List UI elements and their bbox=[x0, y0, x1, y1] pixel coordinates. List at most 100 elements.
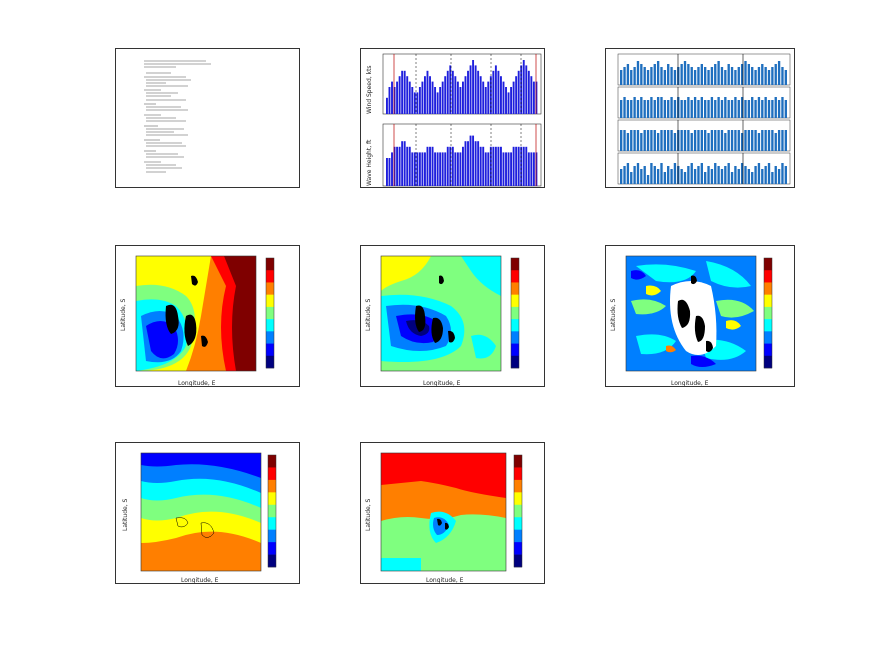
wave-height-bar bbox=[386, 158, 388, 186]
strip-bar bbox=[744, 100, 747, 118]
strip-bar bbox=[640, 97, 643, 118]
wind-speed-bar bbox=[497, 70, 500, 114]
strip-bar bbox=[724, 166, 727, 184]
strip-bar bbox=[687, 130, 690, 151]
wind-speed-bar bbox=[517, 70, 520, 114]
strip-bar bbox=[707, 166, 710, 184]
wave-height-bar bbox=[520, 146, 523, 186]
wave-height-bar bbox=[527, 152, 530, 186]
wind-speed-bar bbox=[474, 65, 477, 114]
strip-bar bbox=[777, 100, 781, 118]
strip-bar bbox=[737, 67, 740, 85]
strip-bar bbox=[687, 97, 690, 118]
strip-bar bbox=[771, 130, 774, 151]
strip-bar bbox=[744, 166, 747, 184]
wind-speed-bar bbox=[459, 87, 462, 114]
strip-bar bbox=[636, 100, 640, 118]
wind-speed-bar bbox=[492, 70, 495, 114]
strip-bar bbox=[757, 67, 761, 85]
wave-height-bar bbox=[411, 152, 414, 186]
strip-bar bbox=[710, 97, 714, 118]
strip-bar bbox=[714, 100, 717, 118]
strip-bar bbox=[784, 130, 787, 151]
strip-bar bbox=[717, 166, 720, 184]
strip-bar bbox=[727, 130, 730, 151]
strip-bar bbox=[667, 64, 670, 85]
colorbar-swatch bbox=[764, 294, 772, 308]
strip-bar bbox=[646, 70, 650, 85]
colorbar-swatch bbox=[511, 294, 519, 308]
strip-bar bbox=[744, 130, 747, 151]
colorbar-swatch bbox=[764, 282, 772, 295]
strip-bar bbox=[700, 64, 703, 85]
wave-height-bar bbox=[434, 152, 437, 186]
wave-height-bar bbox=[489, 146, 492, 186]
strip-bar bbox=[710, 130, 714, 151]
wind-speed-bar bbox=[454, 76, 457, 114]
contour-panel-4: Longitude, E Latitude, S bbox=[115, 442, 300, 584]
wind-speed-bar bbox=[515, 76, 518, 114]
wave-height-bar bbox=[497, 146, 500, 186]
wind-speed-bar bbox=[535, 81, 538, 114]
colorbar-swatch bbox=[268, 554, 276, 568]
wave-height-bar bbox=[426, 146, 429, 186]
strip-bar bbox=[650, 67, 653, 85]
strip-bar bbox=[774, 166, 777, 184]
colorbar-swatch bbox=[266, 355, 274, 369]
wave-height-bar bbox=[469, 135, 472, 186]
colorbar-swatch bbox=[514, 479, 522, 493]
wave-height-bar bbox=[441, 152, 444, 186]
strip-bar bbox=[747, 100, 751, 118]
contour-panel-3: Longitude, E Latitude, S bbox=[605, 245, 795, 387]
contour-3-ylabel: Latitude, S bbox=[610, 298, 617, 331]
wind-speed-bar bbox=[388, 87, 391, 114]
wind-speed-bar bbox=[424, 76, 426, 114]
strip-bar bbox=[784, 70, 787, 85]
contour-panel-5: Longitude, E Latitude, S bbox=[360, 442, 545, 584]
wind-wave-panel: Wind Speed, kts Wave Height, ft bbox=[360, 48, 545, 188]
colorbar-swatch bbox=[268, 529, 276, 543]
strip-bar bbox=[747, 64, 751, 85]
colorbar-frame bbox=[510, 257, 520, 369]
colorbar-swatch bbox=[764, 331, 772, 344]
strip-bar bbox=[714, 163, 717, 184]
strip-bar bbox=[687, 64, 690, 85]
strip-bar bbox=[646, 130, 650, 151]
strip-bar bbox=[781, 67, 784, 85]
strip-bar bbox=[720, 130, 724, 151]
wave-height-bar bbox=[449, 146, 452, 186]
wave-height-bar bbox=[467, 141, 469, 186]
strip-bar bbox=[757, 163, 761, 184]
wave-height-bar bbox=[413, 152, 416, 186]
strip-bar bbox=[620, 169, 623, 184]
wind-speed-bar bbox=[456, 81, 459, 114]
strip-bar bbox=[650, 130, 653, 151]
strip-bar bbox=[643, 67, 646, 85]
colorbar-swatch bbox=[266, 294, 274, 308]
strip-bar bbox=[730, 67, 734, 85]
wind-wave-svg: Wind Speed, kts Wave Height, ft bbox=[366, 53, 542, 187]
strip-bar bbox=[730, 172, 734, 184]
text-summary-panel bbox=[115, 48, 300, 188]
strip-bar bbox=[667, 100, 670, 118]
strip-bar bbox=[670, 130, 673, 151]
strip-bar bbox=[704, 130, 707, 151]
strip-bar bbox=[626, 133, 630, 151]
colorbar-swatch bbox=[268, 542, 276, 555]
colorbar-swatch bbox=[514, 517, 522, 530]
strip-bar bbox=[650, 163, 653, 184]
wind-speed-bar bbox=[441, 81, 444, 114]
strip-bar bbox=[660, 67, 663, 85]
strip-bar bbox=[630, 70, 633, 85]
strip-bar bbox=[707, 133, 710, 151]
wind-speed-bar bbox=[418, 87, 421, 114]
wind-speed-bar bbox=[386, 97, 388, 114]
strip-bar bbox=[650, 97, 653, 118]
strip-bar bbox=[623, 97, 626, 118]
wave-height-bar bbox=[505, 152, 507, 186]
contour-2-svg: Longitude, E Latitude, S bbox=[365, 255, 520, 386]
wave-height-bar bbox=[530, 152, 533, 186]
wind-speed-bar bbox=[398, 76, 401, 114]
wave-height-bar bbox=[393, 146, 396, 186]
strip-bar bbox=[724, 133, 727, 151]
